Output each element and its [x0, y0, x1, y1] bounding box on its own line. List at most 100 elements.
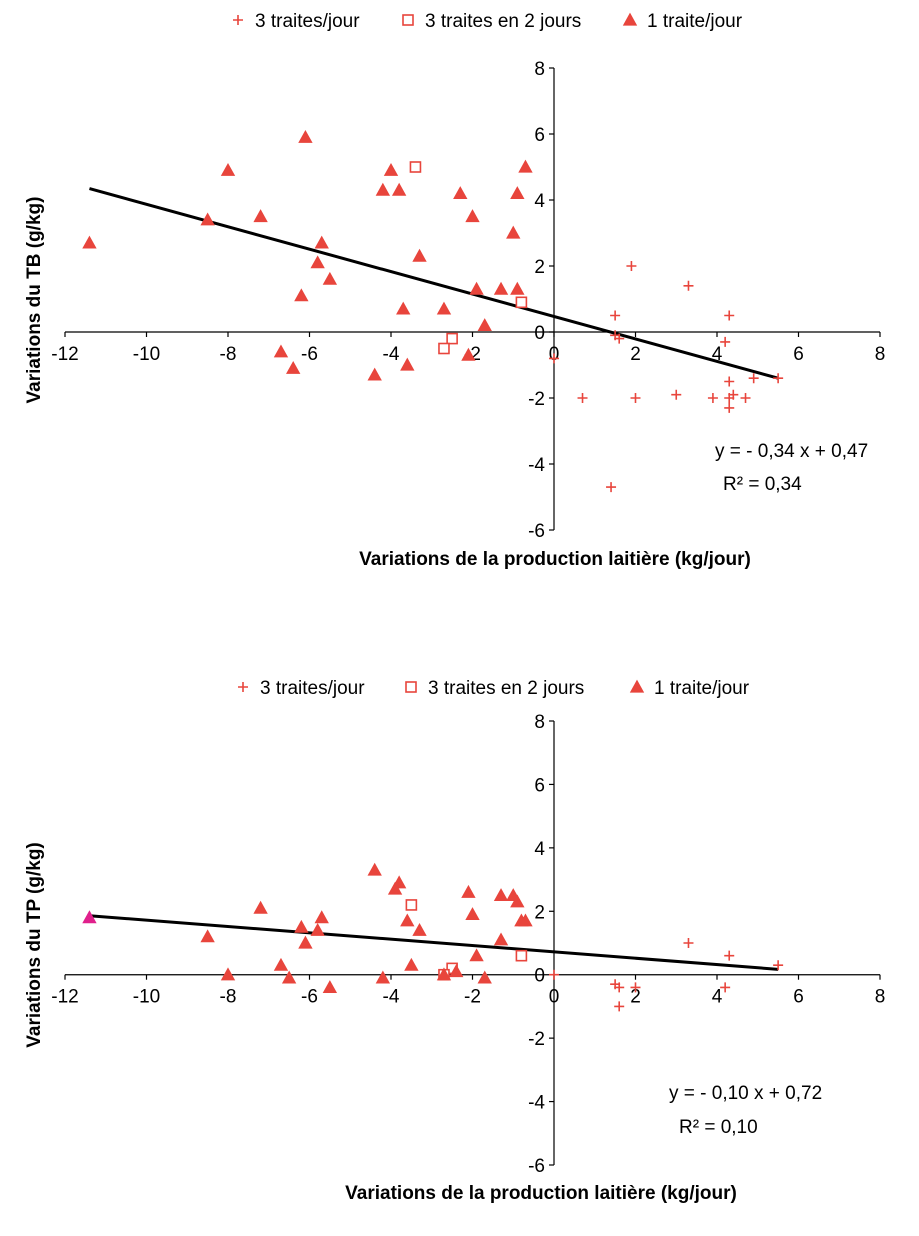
y-tick-label: -6 — [528, 1156, 545, 1177]
data-point — [773, 373, 784, 384]
x-tick-label: 8 — [875, 987, 886, 1008]
x-tick-label: -6 — [301, 344, 318, 365]
y-tick-label: 4 — [534, 191, 545, 212]
y-tick-label: 6 — [534, 125, 545, 146]
data-point — [310, 922, 325, 936]
data-point — [614, 1001, 625, 1012]
r-squared: R² = 0,10 — [679, 1117, 758, 1138]
data-point — [461, 884, 476, 898]
data-point — [200, 212, 215, 226]
y-tick-label: 4 — [534, 839, 545, 860]
series-triangle — [82, 129, 533, 381]
data-point — [400, 913, 415, 927]
data-point — [391, 182, 407, 196]
data-point — [298, 129, 313, 143]
data-point — [724, 376, 735, 387]
data-point — [298, 935, 313, 949]
regression-line — [89, 187, 779, 380]
legend-label: 1 traite/jour — [654, 678, 750, 699]
data-point — [465, 907, 480, 921]
legend: 3 traites/jour 3 traites en 2 jours 1 trai… — [233, 11, 743, 32]
data-point — [720, 336, 731, 347]
data-point — [322, 980, 338, 993]
y-tick-label: 6 — [534, 775, 545, 796]
data-point — [724, 950, 735, 961]
data-point — [405, 899, 418, 911]
data-point — [510, 894, 525, 908]
data-point — [728, 389, 739, 400]
y-tick-label: 0 — [534, 966, 545, 987]
data-point — [469, 948, 484, 962]
data-point — [707, 393, 718, 403]
chart-2: -12 -10 -8 -6 -4 -2 0 2 4 6 8-6-4-202468Variations… — [24, 678, 885, 1204]
data-point — [438, 342, 450, 355]
y-axis-label: Variations du TP (g/kg) — [24, 842, 45, 1048]
y-tick-label: 8 — [534, 712, 545, 733]
data-point — [446, 332, 458, 345]
data-point — [220, 162, 236, 176]
data-point — [400, 357, 415, 371]
x-tick-label: 4 — [712, 344, 723, 365]
y-tick-label: -2 — [528, 389, 545, 410]
y-tick-label: -4 — [528, 455, 545, 476]
data-point — [383, 162, 399, 176]
data-point — [412, 248, 427, 262]
data-point — [409, 161, 422, 173]
series-square — [405, 899, 528, 981]
y-tick-label: 2 — [534, 902, 545, 923]
data-point — [391, 875, 407, 889]
x-tick-label: -4 — [383, 987, 400, 1008]
data-point — [549, 969, 559, 980]
data-point — [477, 970, 492, 984]
data-point — [310, 255, 325, 269]
legend-marker-plus — [233, 15, 243, 25]
data-point — [577, 393, 588, 403]
legend-label: 1 traite/jour — [647, 11, 743, 32]
data-point — [748, 373, 759, 384]
data-point — [493, 932, 509, 946]
data-point — [387, 881, 403, 895]
y-axis-label: Variations du TB (g/kg) — [24, 197, 45, 404]
data-point — [630, 982, 641, 993]
data-point — [436, 967, 452, 981]
legend-item: 3 traites/jour — [233, 11, 360, 32]
legend-item: 3 traites/jour — [238, 678, 365, 699]
y-tick-label: -4 — [528, 1093, 545, 1114]
data-point — [740, 393, 751, 403]
series-triangle — [82, 862, 533, 993]
data-point — [375, 182, 391, 196]
x-tick-label: -6 — [301, 987, 318, 1008]
data-point — [375, 970, 391, 984]
x-axis-label: Variations de la production laitière (kg… — [345, 1183, 737, 1204]
legend-label: 3 traites en 2 jours — [428, 678, 584, 699]
data-point — [773, 960, 784, 971]
data-point — [453, 186, 468, 200]
data-point — [614, 333, 625, 344]
regression-equation: y = - 0,34 x + 0,47 — [715, 441, 868, 462]
data-point — [477, 318, 492, 332]
data-point — [322, 271, 338, 285]
y-tick-label: -6 — [528, 521, 545, 542]
data-point — [683, 280, 694, 291]
data-point — [518, 913, 533, 927]
data-point — [449, 964, 464, 978]
data-point — [630, 393, 641, 403]
x-tick-label: 2 — [630, 344, 641, 365]
data-point — [510, 281, 525, 295]
data-point — [253, 209, 268, 223]
series-plus — [549, 261, 784, 493]
x-tick-label: 2 — [630, 987, 641, 1008]
legend-label: 3 traites/jour — [260, 678, 365, 699]
series-square — [409, 161, 528, 355]
data-point — [314, 235, 329, 249]
data-point — [724, 310, 735, 321]
data-point — [610, 310, 621, 321]
legend: 3 traites/jour 3 traites en 2 jours 1 trai… — [238, 678, 750, 699]
data-point — [683, 938, 694, 948]
data-point — [200, 929, 215, 943]
data-point — [396, 301, 411, 315]
data-point — [286, 360, 301, 374]
data-point — [294, 288, 309, 302]
data-point — [273, 957, 289, 971]
legend-label: 3 traites en 2 jours — [425, 11, 581, 32]
